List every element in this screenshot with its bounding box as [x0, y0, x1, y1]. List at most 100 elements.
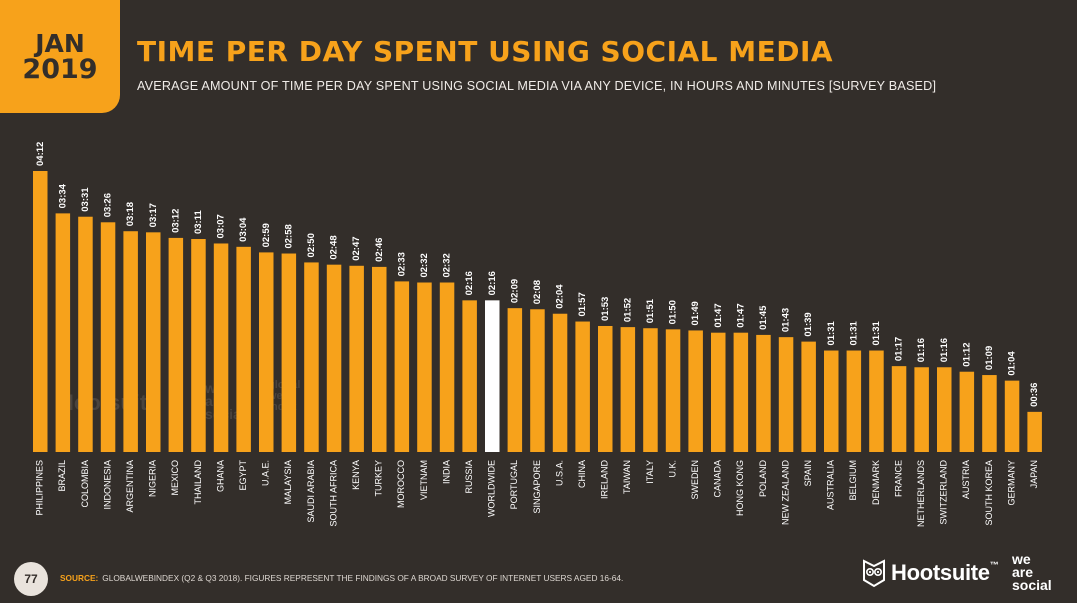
bar-australia	[824, 350, 839, 452]
category-label: BELGIUM	[848, 460, 858, 501]
date-badge: JAN 2019	[0, 0, 120, 113]
category-label: SINGAPORE	[532, 460, 542, 514]
bar-china	[575, 321, 590, 452]
value-label: 03:17	[148, 203, 159, 227]
category-label: GHANA	[215, 460, 225, 492]
value-label: 01:47	[735, 303, 746, 327]
watermark-line: web	[268, 390, 290, 402]
bar-u-k	[665, 329, 681, 452]
bar-thailand	[191, 239, 206, 452]
category-label: TURKEY	[374, 460, 384, 497]
bar-ireland	[598, 325, 613, 452]
bar-italy	[643, 328, 658, 452]
bar-netherlands	[914, 367, 929, 452]
value-label: 01:43	[781, 308, 792, 332]
value-label: 00:36	[1029, 383, 1040, 407]
value-label: 01:09	[984, 346, 995, 370]
category-label: SWITZERLAND	[939, 460, 949, 525]
value-label: 01:12	[961, 342, 972, 366]
value-label: 03:07	[216, 214, 227, 238]
category-label: MEXICO	[170, 460, 180, 496]
value-label: 02:48	[329, 235, 340, 259]
wearesocial-logo: we are social	[1012, 552, 1052, 593]
value-label: 02:16	[464, 271, 475, 295]
value-label: 01:16	[916, 338, 927, 362]
value-label: 02:59	[261, 223, 272, 247]
hootsuite-logo: Hootsuite™	[862, 558, 999, 588]
bar-morocco	[394, 281, 410, 452]
bar-mexico	[168, 237, 184, 452]
category-label: THAILAND	[193, 460, 203, 505]
category-label: NIGERIA	[148, 460, 158, 497]
bar-vietnam	[417, 282, 432, 452]
value-label: 02:47	[351, 236, 362, 260]
bar-south-korea	[982, 375, 997, 452]
bar-singapore	[530, 309, 545, 452]
page-subtitle: AVERAGE AMOUNT OF TIME PER DAY SPENT USI…	[137, 79, 937, 93]
logo-line: are	[1012, 564, 1034, 580]
category-label: DENMARK	[871, 460, 881, 505]
value-label: 03:12	[170, 209, 181, 233]
logo-line: social	[1012, 577, 1052, 593]
category-label: CHINA	[577, 460, 587, 488]
category-label: RUSSIA	[464, 460, 474, 494]
category-label: ITALY	[645, 460, 655, 484]
bar-south-africa	[326, 264, 342, 452]
bar-france	[891, 366, 907, 452]
bar-brazil	[55, 213, 71, 452]
bar-indonesia	[100, 222, 116, 452]
value-label: 03:31	[80, 187, 91, 212]
category-label: FRANCE	[893, 460, 903, 497]
bar-portugal	[507, 308, 523, 452]
category-label: MOROCCO	[396, 460, 406, 508]
bar-malaysia	[281, 253, 297, 452]
source-note: SOURCE: GLOBALWEBINDEX (Q2 & Q3 2018). FI…	[60, 573, 623, 583]
bar-u-s-a	[552, 313, 568, 452]
category-label: COLOMBIA	[80, 460, 90, 508]
category-label: SAUDI ARABIA	[306, 460, 316, 523]
bar-kenya	[349, 265, 364, 452]
value-label: 02:32	[419, 253, 430, 277]
bar-poland	[756, 334, 771, 452]
value-label: 03:18	[125, 202, 136, 226]
bar-belgium	[846, 350, 862, 452]
bar-colombia	[78, 216, 93, 452]
value-label: 04:12	[35, 142, 46, 166]
bar-taiwan	[620, 327, 636, 452]
bar-india	[439, 282, 455, 452]
value-label: 02:04	[555, 284, 566, 309]
value-label: 02:46	[374, 238, 385, 262]
date-month: JAN	[35, 28, 85, 58]
category-label: SOUTH KOREA	[984, 460, 994, 526]
bar-germany	[1004, 380, 1020, 452]
category-label: INDONESIA	[102, 460, 112, 510]
bar-switzerland	[937, 367, 952, 452]
value-label: 01:31	[871, 321, 882, 346]
bar-ghana	[213, 243, 229, 452]
value-label: 03:26	[103, 193, 114, 217]
value-label: 01:47	[713, 303, 724, 327]
category-label: MALAYSIA	[283, 460, 293, 504]
value-label: 02:16	[487, 271, 498, 295]
category-label: U.S.A.	[554, 460, 564, 486]
category-label: KENYA	[351, 460, 361, 490]
category-label: NEW ZEALAND	[780, 460, 790, 526]
category-label: POLAND	[758, 460, 768, 498]
bar-philippines	[33, 171, 48, 452]
page-title: TIME PER DAY SPENT USING SOCIAL MEDIA	[137, 35, 834, 68]
bar-russia	[462, 300, 477, 452]
value-label: 01:31	[826, 321, 837, 346]
value-label: 01:45	[758, 305, 769, 330]
bar-egypt	[236, 246, 251, 452]
value-label: 03:34	[57, 183, 68, 208]
bar-saudi-arabia	[304, 262, 319, 452]
bar-hong-kong	[733, 332, 749, 452]
bar-new-zealand	[778, 337, 794, 452]
bar-denmark	[869, 350, 884, 452]
bar-argentina	[123, 231, 138, 452]
bar-canada	[711, 332, 726, 452]
value-label: 02:50	[306, 233, 317, 257]
category-label: CANADA	[713, 460, 723, 498]
value-label: 01:53	[600, 297, 611, 321]
